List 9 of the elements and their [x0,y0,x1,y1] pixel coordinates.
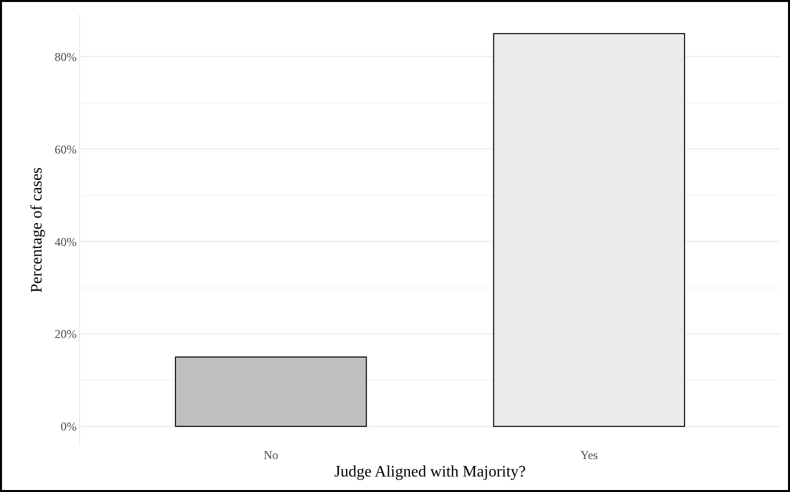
x-axis-title: Judge Aligned with Majority? [334,464,526,481]
y-tick-label: 20% [54,327,77,342]
y-axis-title: Percentage of cases [28,167,46,293]
x-tick-label: Yes [580,448,598,462]
y-tick-label: 60% [54,142,77,156]
y-tick-label: 0% [60,420,77,434]
y-tick-label: 80% [54,50,77,64]
y-tick-label: 40% [54,234,77,249]
x-tick-label: No [264,448,278,462]
